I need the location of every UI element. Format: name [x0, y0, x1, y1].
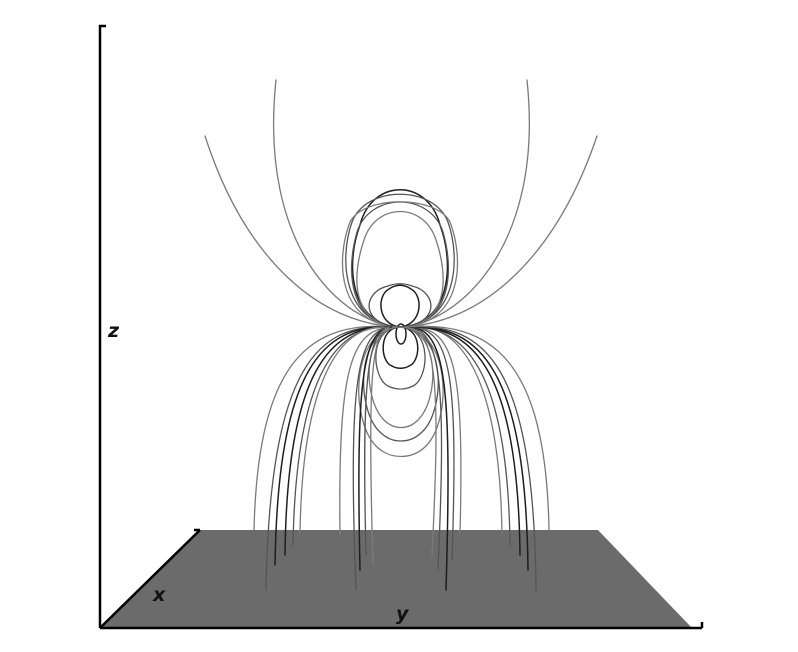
descending-line — [411, 326, 462, 536]
descending-line — [339, 326, 394, 536]
descending-line — [274, 326, 391, 566]
field-lines — [204, 79, 598, 591]
upper-loop — [341, 201, 459, 328]
central-loop — [395, 323, 407, 345]
z-axis — [98, 24, 106, 628]
upper-loop — [350, 201, 450, 328]
outer-open-arc — [272, 79, 530, 328]
lower-loop — [382, 326, 419, 369]
ground-plane — [100, 530, 692, 628]
descending-line — [299, 326, 385, 536]
descending-line — [404, 325, 550, 531]
descending-line — [413, 326, 511, 546]
descending-line — [408, 326, 443, 571]
descending-line — [407, 325, 537, 591]
descending-line — [411, 326, 521, 556]
descending-line — [370, 326, 390, 566]
x-axis-label: x — [152, 584, 166, 606]
upper-loop — [356, 210, 444, 328]
upper-loop — [345, 193, 455, 328]
upper-loop — [351, 189, 449, 328]
inner-upper-loop — [380, 284, 420, 328]
x-axis — [99, 529, 201, 629]
descending-line — [253, 325, 396, 531]
lower-loop — [375, 326, 426, 390]
descending-line — [352, 326, 393, 591]
outer-open-arc — [204, 135, 598, 328]
y-axis-label: y — [396, 603, 410, 625]
descending-line — [410, 326, 455, 561]
descending-line — [364, 326, 391, 556]
descending-line — [409, 326, 529, 571]
z-axis-label: z — [107, 320, 120, 342]
inner-upper-loop — [368, 283, 432, 328]
descending-line — [415, 326, 503, 536]
descending-line — [409, 326, 449, 591]
descending-line — [407, 326, 437, 556]
